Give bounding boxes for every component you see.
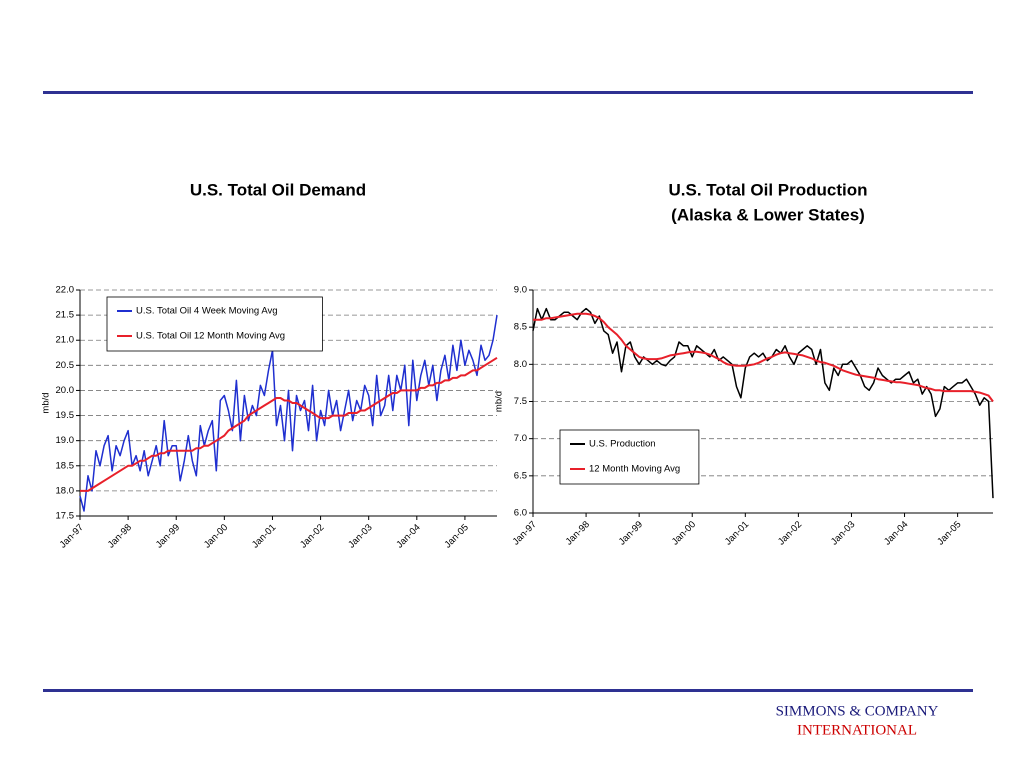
x-tick-label: Jan-98 <box>106 522 134 550</box>
x-tick-label: Jan-00 <box>202 522 230 550</box>
y-tick-label: 7.5 <box>514 396 527 407</box>
y-axis-label: mb/d <box>41 392 52 413</box>
chart-subtitle: (Alaska & Lower States) <box>671 205 865 224</box>
x-tick-label: Jan-98 <box>564 519 592 547</box>
y-tick-label: 8.5 <box>514 322 527 333</box>
y-tick-label: 6.0 <box>514 508 527 519</box>
y-tick-label: 17.5 <box>56 511 75 522</box>
series-line <box>80 356 498 492</box>
legend-label: U.S. Total Oil 12 Month Moving Avg <box>136 331 285 342</box>
x-tick-label: Jan-04 <box>394 522 422 550</box>
x-tick-label: Jan-97 <box>511 519 539 547</box>
legend-box <box>106 296 323 352</box>
x-tick-label: Jan-99 <box>154 522 182 550</box>
y-tick-label: 20.5 <box>56 360 75 371</box>
chart-title: U.S. Total Oil Production <box>669 180 868 199</box>
legend-label: 12 Month Moving Avg <box>589 464 680 475</box>
y-tick-label: 19.5 <box>56 410 75 421</box>
series-line <box>79 314 498 512</box>
legend-label: U.S. Total Oil 4 Week Moving Avg <box>136 306 278 317</box>
y-tick-label: 21.0 <box>56 335 75 346</box>
x-tick-label: Jan-05 <box>442 522 470 550</box>
x-tick-label: Jan-03 <box>346 522 374 550</box>
footer-line1: SIMMONS & COMPANY <box>776 703 939 719</box>
y-tick-label: 18.0 <box>56 485 75 496</box>
y-tick-label: 9.0 <box>514 285 527 296</box>
y-tick-label: 22.0 <box>56 285 75 296</box>
y-tick-label: 6.5 <box>514 470 527 481</box>
y-tick-label: 18.5 <box>56 460 75 471</box>
x-tick-label: Jan-04 <box>882 519 910 547</box>
x-tick-label: Jan-02 <box>776 519 804 547</box>
legend-label: U.S. Production <box>589 439 656 450</box>
y-tick-label: 7.0 <box>514 433 527 444</box>
y-tick-label: 19.0 <box>56 435 75 446</box>
x-tick-label: Jan-01 <box>723 519 751 547</box>
x-tick-label: Jan-00 <box>670 519 698 547</box>
y-tick-label: 8.0 <box>514 359 527 370</box>
footer-line2: INTERNATIONAL <box>797 722 917 738</box>
x-tick-label: Jan-03 <box>829 519 857 547</box>
x-tick-label: Jan-97 <box>58 522 86 550</box>
x-tick-label: Jan-05 <box>935 519 963 547</box>
x-tick-label: Jan-02 <box>298 522 326 550</box>
chart-title: U.S. Total Oil Demand <box>190 180 366 199</box>
y-axis-label: mb/d <box>494 391 505 412</box>
y-tick-label: 20.0 <box>56 385 75 396</box>
series-line <box>532 307 994 499</box>
x-tick-label: Jan-01 <box>250 522 278 550</box>
legend-box <box>559 429 700 485</box>
top-rule <box>43 91 973 94</box>
bottom-rule <box>43 689 973 692</box>
y-tick-label: 21.5 <box>56 310 75 321</box>
series-line <box>533 312 994 403</box>
x-tick-label: Jan-99 <box>617 519 645 547</box>
